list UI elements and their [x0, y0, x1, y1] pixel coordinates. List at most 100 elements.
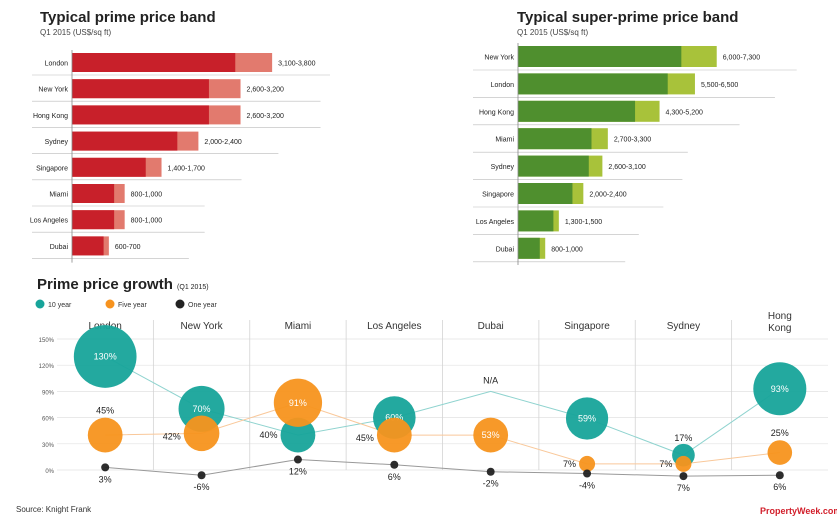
category-label-5: Singapore [482, 192, 514, 199]
category-label-2: Hong Kong [33, 113, 68, 120]
category-label-7: Dubai [50, 244, 69, 251]
range-label-4: 2,600-3,100 [608, 164, 645, 171]
bubble-label-2-4: -2% [483, 479, 499, 489]
bubble-2-2 [293, 455, 302, 464]
bubble-1-0 [87, 417, 123, 453]
bar-low-6 [518, 210, 554, 232]
range-label-2: 2,600-3,200 [247, 113, 284, 120]
bubble-label-1-6: 7% [659, 459, 672, 469]
range-label-1: 5,500-6,500 [701, 82, 738, 89]
bubble-label-2-5: -4% [579, 480, 595, 490]
category-label-4: Singapore [36, 165, 68, 172]
bar-low-1 [518, 73, 668, 95]
bar-low-2 [518, 100, 636, 122]
category-label-3: Sydney [45, 139, 69, 146]
bubble-0-0 [73, 325, 137, 388]
category-label-0: London [45, 61, 68, 68]
bubble-label-2-7: 6% [773, 482, 786, 492]
city-label-5: Singapore [564, 321, 610, 332]
growth-title-text: Prime price growth [37, 276, 173, 293]
price-growth-chart: 10 year Five year One year 150% 120% 90% 60% 30… [35, 299, 828, 493]
bubble-0-5 [565, 397, 609, 440]
bubble-label-1-2: 91% [289, 398, 307, 408]
y-tick-label-2: 90% [42, 390, 55, 396]
bubble-label-1-7: 25% [771, 428, 789, 438]
bubble-label-1-1: 42% [163, 431, 181, 441]
bubble-label-0-0: 130% [94, 351, 117, 361]
range-label-2: 4,300-5,200 [666, 109, 703, 116]
bar-low-5 [72, 184, 115, 203]
bubble-1-6 [675, 455, 692, 472]
range-label-0: 6,000-7,300 [723, 55, 760, 62]
range-label-4: 1,400-1,700 [168, 165, 205, 172]
bubble-1-2 [273, 378, 323, 427]
legend-label-2: One year [188, 302, 217, 309]
category-label-7: Dubai [496, 246, 515, 253]
range-label-0: 3,100-3,800 [278, 61, 315, 68]
legend-dot-2 [175, 299, 185, 309]
bubble-0-7 [753, 362, 807, 416]
growth-subtitle-text: (Q1 2015) [177, 284, 209, 291]
bubble-label-1-4: 53% [482, 430, 500, 440]
category-label-6: Los Angeles [476, 219, 515, 226]
chart-subtitle-prime: Q1 2015 (US$/sq ft) [40, 28, 112, 37]
bubble-label-1-0: 45% [96, 406, 114, 416]
category-label-4: Sydney [491, 164, 515, 171]
chart-title-growth: Prime price growth (Q1 2015) [37, 276, 209, 293]
bubble-label-0-1: 70% [193, 404, 211, 414]
city-label-6: Sydney [667, 321, 700, 332]
bar-low-0 [518, 46, 682, 67]
range-label-7: 800-1,000 [551, 246, 583, 253]
y-tick-label-1: 120% [39, 364, 55, 370]
super-prime-band-chart: New York 6,000-7,300 London 5,500-6,500 Hong… [473, 43, 797, 265]
bubble-label-2-6: 7% [677, 483, 690, 493]
category-label-5: Miami [49, 192, 68, 199]
bubble-label-2-1: -6% [194, 482, 210, 492]
category-label-1: London [491, 82, 514, 89]
bubble-label-0-6: 17% [674, 433, 692, 443]
city-label-7-b: Kong [768, 323, 791, 334]
city-label-2: Miami [285, 321, 312, 332]
source-note: Source: Knight Frank [16, 505, 92, 514]
legend-dot-1 [105, 299, 115, 309]
bubble-label-0-7: 93% [771, 384, 789, 394]
prime-band-chart: London 3,100-3,800 New York 2,600-3,200 Hong… [30, 50, 330, 263]
bubble-1-4 [473, 417, 509, 453]
range-label-6: 800-1,000 [131, 218, 163, 225]
bubble-label-1-3: 45% [356, 433, 374, 443]
y-tick-label-4: 30% [42, 443, 55, 449]
bar-low-1 [72, 79, 209, 99]
bar-low-0 [72, 53, 236, 72]
bubble-label-0-4: N/A [483, 375, 498, 385]
range-label-5: 2,000-2,400 [589, 192, 626, 199]
bubble-1-5 [579, 455, 596, 472]
range-label-6: 1,300-1,500 [565, 219, 602, 226]
bubble-2-5 [583, 469, 592, 478]
category-label-1: New York [38, 87, 68, 94]
bar-low-7 [72, 236, 104, 256]
bubble-label-2-2: 12% [289, 467, 307, 477]
bubble-1-1 [183, 415, 220, 452]
bubble-2-1 [197, 471, 206, 480]
y-tick-label-3: 60% [42, 417, 55, 423]
bubble-label-0-5: 59% [578, 413, 596, 423]
y-tick-label-5: 0% [45, 469, 54, 475]
category-label-3: Miami [495, 137, 514, 144]
bar-low-5 [518, 183, 573, 204]
category-label-6: Los Angeles [30, 218, 69, 225]
range-label-3: 2,000-2,400 [204, 139, 241, 146]
city-label-4: Dubai [478, 321, 504, 332]
bubble-label-1-5: 7% [563, 459, 576, 469]
bubble-0-2 [280, 417, 316, 453]
bubble-1-3 [376, 417, 412, 453]
bar-low-2 [72, 105, 209, 125]
bar-low-3 [518, 128, 592, 150]
bubble-1-7 [767, 440, 793, 465]
bar-low-3 [72, 131, 178, 151]
city-label-1: New York [180, 321, 223, 332]
legend-label-0: 10 year [48, 302, 72, 309]
city-label-7: Hong [768, 311, 792, 322]
bubble-2-6 [679, 472, 688, 481]
series-line-2 [105, 459, 780, 477]
category-label-2: Hong Kong [479, 109, 514, 116]
